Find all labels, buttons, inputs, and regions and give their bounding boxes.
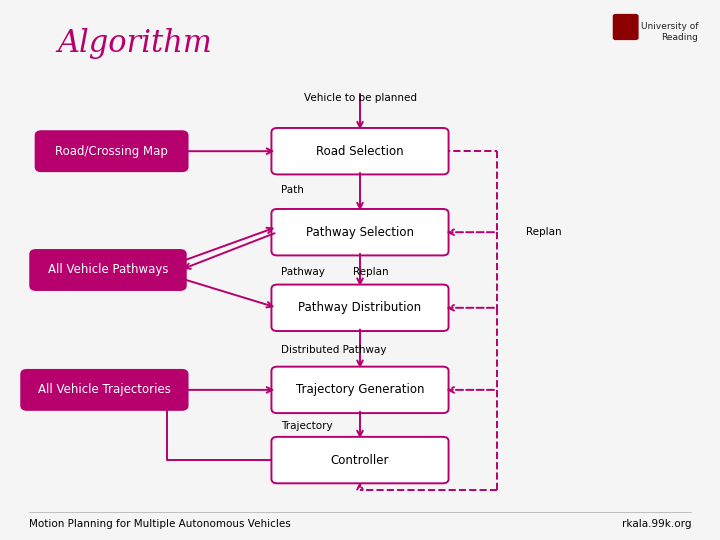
Text: Replan: Replan — [526, 227, 561, 237]
Text: Trajectory: Trajectory — [281, 421, 333, 430]
FancyBboxPatch shape — [271, 128, 449, 174]
FancyBboxPatch shape — [271, 367, 449, 413]
Text: Pathway: Pathway — [281, 267, 325, 276]
Text: Pathway Selection: Pathway Selection — [306, 226, 414, 239]
Text: Pathway Distribution: Pathway Distribution — [298, 301, 422, 314]
Text: University of
Reading: University of Reading — [641, 22, 698, 43]
Text: Algorithm: Algorithm — [58, 28, 212, 59]
Text: Trajectory Generation: Trajectory Generation — [296, 383, 424, 396]
FancyBboxPatch shape — [271, 437, 449, 483]
FancyBboxPatch shape — [30, 250, 186, 290]
Text: Controller: Controller — [330, 454, 390, 467]
Text: Road Selection: Road Selection — [316, 145, 404, 158]
Text: Path: Path — [281, 185, 304, 195]
Text: Vehicle to be planned: Vehicle to be planned — [304, 93, 416, 103]
FancyBboxPatch shape — [21, 370, 187, 410]
Text: Motion Planning for Multiple Autonomous Vehicles: Motion Planning for Multiple Autonomous … — [29, 519, 291, 529]
FancyBboxPatch shape — [271, 285, 449, 331]
FancyBboxPatch shape — [35, 131, 187, 171]
Text: All Vehicle Pathways: All Vehicle Pathways — [48, 264, 168, 276]
Text: Distributed Pathway: Distributed Pathway — [281, 345, 387, 355]
Text: rkala.99k.org: rkala.99k.org — [621, 519, 691, 529]
Text: Road/Crossing Map: Road/Crossing Map — [55, 145, 168, 158]
Text: Replan: Replan — [353, 267, 388, 276]
Text: All Vehicle Trajectories: All Vehicle Trajectories — [38, 383, 171, 396]
FancyBboxPatch shape — [271, 209, 449, 255]
FancyBboxPatch shape — [613, 15, 638, 39]
